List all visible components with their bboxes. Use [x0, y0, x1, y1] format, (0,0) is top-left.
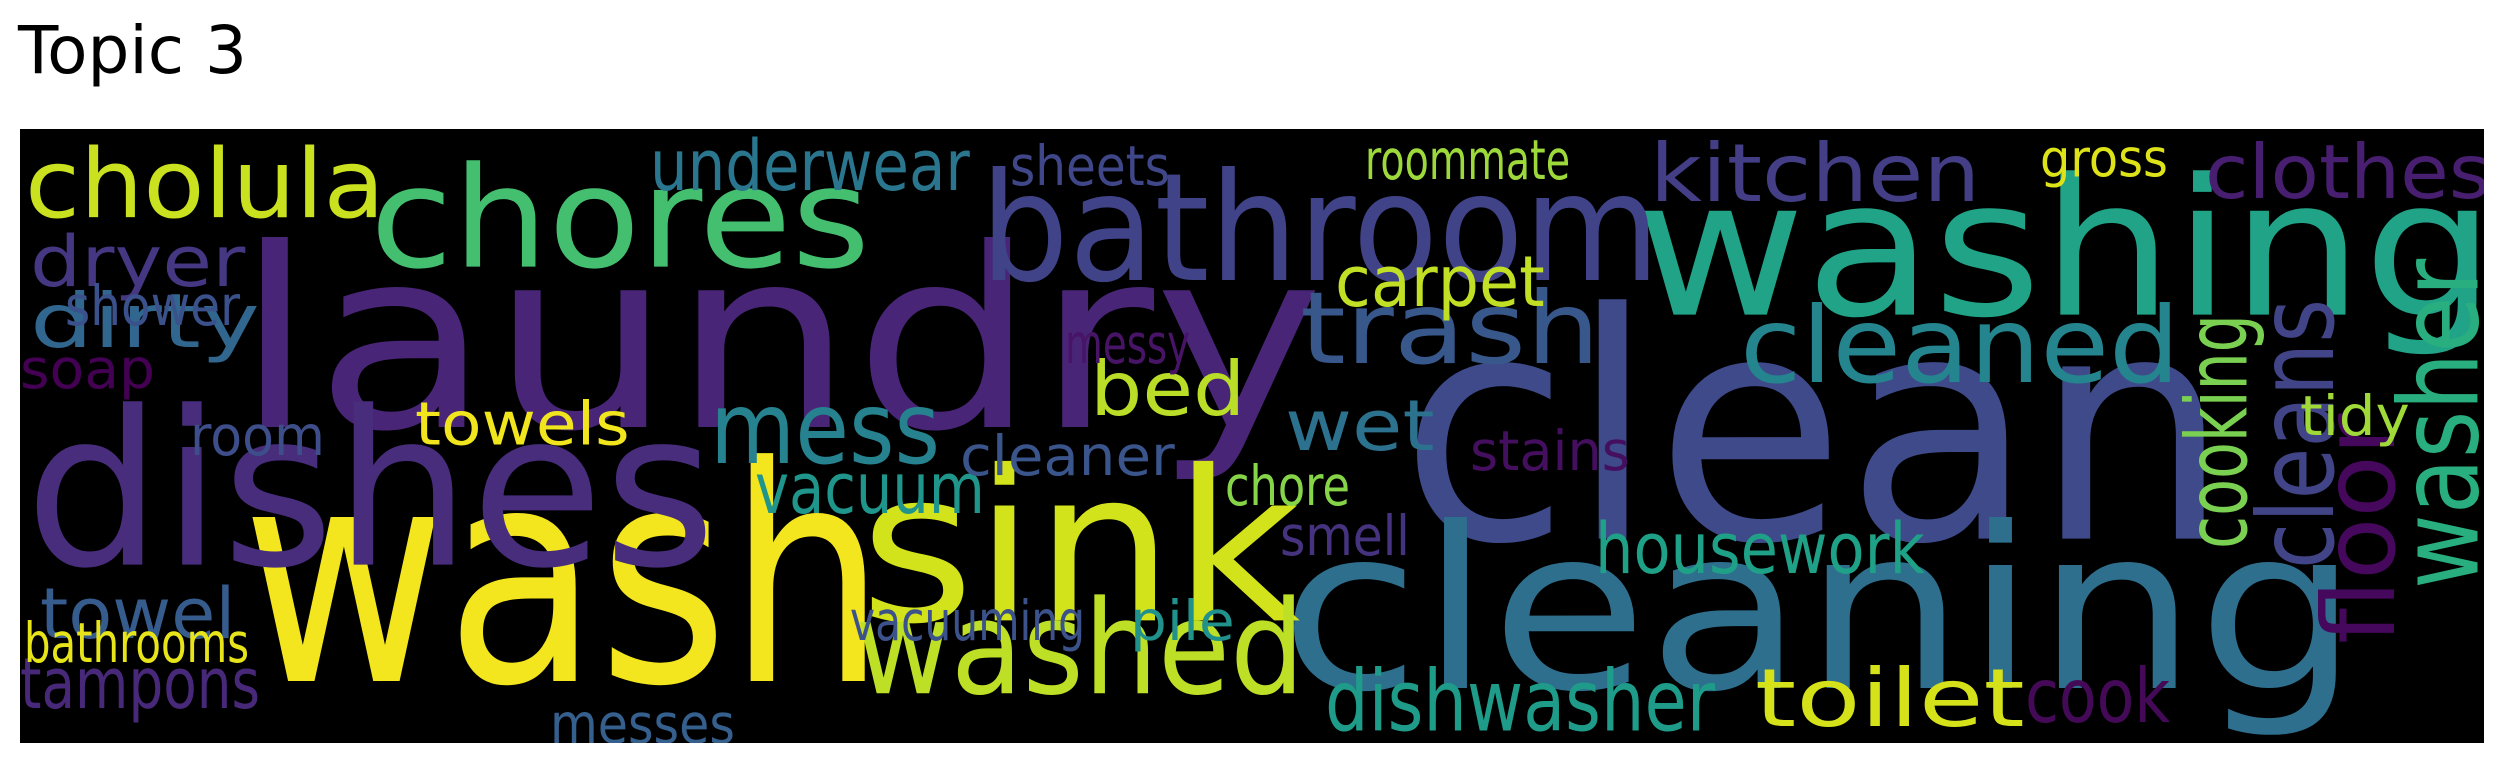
word-shower: shower — [65, 274, 241, 339]
word-clothes: clothes — [2205, 129, 2484, 216]
word-wet: wet — [1285, 384, 1435, 467]
word-bed: bed — [1090, 345, 1246, 433]
word-towels: towels — [415, 388, 630, 459]
word-stains: stains — [1470, 419, 1630, 484]
word-trash: trash — [1300, 270, 1601, 387]
word-roommate: roommate — [1365, 129, 1571, 193]
word-laundry: laundry — [235, 194, 1324, 487]
word-cloud: laundry washing clean cleaning wash dish… — [20, 129, 2484, 743]
word-mess: mess — [710, 370, 941, 487]
word-pile: pile — [1130, 589, 1235, 654]
word-cholula: cholula — [25, 129, 385, 240]
word-soap: soap — [20, 337, 156, 402]
word-wash: wash — [242, 402, 886, 743]
word-cleaner: cleaner — [960, 424, 1175, 489]
word-bathroom: bathroom — [980, 140, 1661, 316]
word-gross: gross — [2040, 129, 2168, 190]
word-towel: towel — [40, 572, 236, 655]
word-smell: smell — [1280, 504, 1410, 569]
page-title: Topic 3 — [18, 12, 247, 89]
word-messes: messes — [550, 692, 735, 743]
word-toilet: toilet — [1755, 651, 2025, 743]
word-vacuum: vacuum — [755, 447, 985, 530]
word-cook: cook — [2025, 652, 2171, 740]
word-tidy: tidy — [2300, 384, 2410, 449]
word-sheets: sheets — [1010, 134, 1170, 199]
word-washed: washed — [855, 572, 1305, 725]
word-kitchen: kitchen — [1650, 129, 1981, 221]
word-dishwasher: dishwasher — [1325, 651, 1715, 743]
word-cleaned: cleaned — [1740, 284, 2180, 408]
word-chores: chores — [370, 136, 871, 301]
word-underwear: underwear — [650, 129, 970, 207]
word-housework: housework — [1595, 507, 1925, 590]
word-dishes: dishes — [25, 364, 716, 617]
word-vacuuming: vacuuming — [850, 589, 1086, 654]
word-dirty: dirty — [30, 277, 260, 365]
word-messy: messy — [1065, 312, 1191, 377]
word-chore: chore — [1225, 454, 1350, 519]
word-room: room — [190, 404, 325, 469]
word-clean: clean — [1400, 245, 2230, 615]
word-sink: sink — [860, 425, 1301, 671]
word-cleaning: cleaning — [1280, 478, 2359, 742]
word-dryer: dryer — [30, 220, 246, 303]
word-bathrooms: bathrooms — [24, 611, 250, 676]
word-tampons: tampons — [20, 642, 261, 725]
word-washing: washing — [1635, 137, 2484, 361]
word-carpet: carpet — [1335, 240, 1545, 323]
